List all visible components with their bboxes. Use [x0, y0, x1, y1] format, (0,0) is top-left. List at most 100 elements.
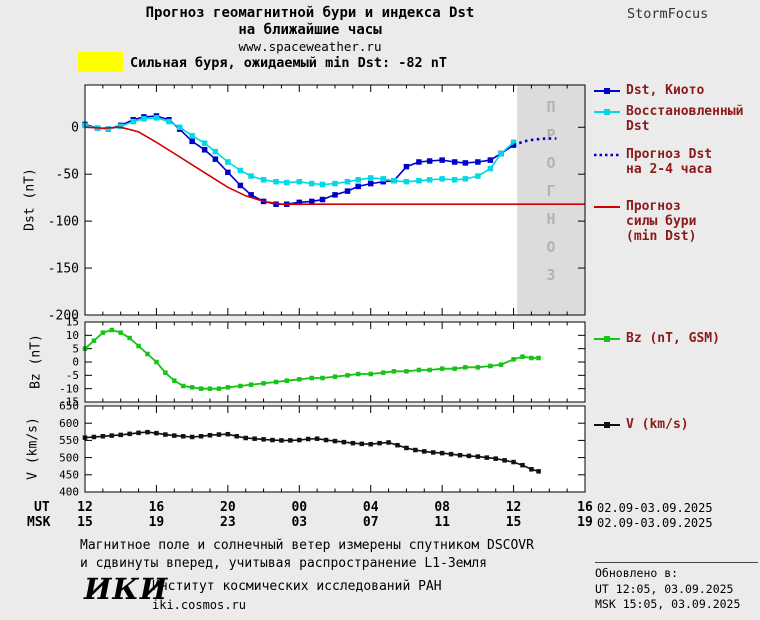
marker-v	[172, 433, 177, 438]
marker-dst-kyoto	[212, 156, 219, 162]
marker-v	[100, 434, 106, 439]
storm-level-swatch	[78, 52, 123, 72]
marker-dst-restored	[487, 165, 494, 172]
legend-label: Dst	[626, 119, 650, 134]
marker-v	[225, 431, 231, 437]
marker-v	[439, 450, 445, 456]
marker-dst-restored	[416, 178, 422, 184]
marker-bz	[520, 354, 525, 359]
marker-bz	[127, 335, 132, 341]
y-tick-label: 500	[59, 451, 79, 464]
x-tick-label: 08	[434, 500, 450, 515]
v-panel-frame	[84, 405, 586, 493]
marker-v	[180, 434, 186, 439]
marker-bz	[427, 367, 432, 373]
marker-v	[288, 438, 293, 443]
marker-bz	[529, 355, 534, 361]
marker-bz	[380, 370, 386, 375]
brand-stormfocus: StormFocus	[627, 6, 709, 22]
x-tick-label: 16	[577, 500, 593, 515]
forecast-dotted-line-icon	[594, 153, 620, 156]
iki-logo: ИКИ	[84, 572, 169, 606]
forecast-band-letter: П	[547, 98, 556, 116]
msk-row-label: MSK	[27, 515, 51, 530]
marker-bz	[273, 379, 279, 385]
marker-bz	[172, 378, 177, 383]
marker-bz	[452, 366, 457, 371]
marker-bz	[189, 385, 195, 390]
marker-dst-restored	[225, 159, 231, 165]
marker-bz	[91, 338, 97, 343]
legend-forecast-dst: Прогноз Dst на 2-4 часа	[594, 147, 712, 177]
msk-tick-row: 15 19 23 03 07 11 15 19	[77, 515, 593, 530]
marker-dst-restored	[130, 118, 136, 125]
marker-bz	[416, 367, 422, 373]
marker-dst-kyoto	[237, 182, 244, 189]
marker-dst-restored	[510, 139, 517, 146]
dst-panel-frame	[84, 84, 586, 316]
series-dst-forecast	[513, 137, 557, 147]
legend-label: Bz (nT, GSM)	[626, 331, 720, 346]
marker-v	[234, 434, 240, 439]
marker-v	[395, 442, 400, 448]
y-tick-label: 10	[66, 329, 79, 342]
marker-v	[198, 434, 204, 439]
marker-bz	[488, 363, 493, 369]
ut-tick-row: 12 16 20 00 04 08 12 16	[77, 500, 593, 515]
marker-v	[252, 436, 257, 441]
marker-bz	[511, 357, 516, 362]
ut-row-label: UT	[34, 500, 50, 515]
y-tick-label: -5	[66, 369, 79, 382]
marker-v	[413, 447, 418, 453]
marker-dst-kyoto	[225, 169, 231, 176]
legend-v: V (km/s)	[594, 417, 689, 432]
marker-v	[314, 436, 320, 441]
x-tick-label: 03	[291, 515, 308, 530]
bz-panel-bg	[85, 322, 585, 402]
marker-v	[261, 437, 266, 442]
marker-v	[189, 434, 195, 440]
x-tick-label: 12	[77, 500, 93, 515]
marker-v	[91, 434, 97, 440]
msk-date-range: 02.09-03.09.2025	[597, 516, 713, 530]
legend-label: Прогноз Dst	[626, 147, 713, 162]
x-tick-label: 20	[220, 500, 236, 515]
x-tick-label: 16	[148, 500, 165, 515]
marker-bz	[180, 383, 186, 389]
page-subtitle: на ближайшие часы	[238, 22, 382, 38]
marker-bz	[332, 374, 338, 379]
marker-dst-restored	[237, 167, 244, 174]
page-title: Прогноз геомагнитной бури и индекса Dst	[145, 5, 475, 21]
marker-v	[511, 459, 516, 465]
marker-dst-kyoto	[475, 159, 481, 165]
marker-v	[475, 454, 481, 459]
marker-v	[136, 430, 141, 436]
updated-label: Обновлено в:	[595, 566, 679, 580]
y-tick-label: 15	[66, 316, 79, 329]
marker-v	[377, 440, 382, 446]
x-tick-label: 15	[505, 515, 522, 530]
x-tick-label: 19	[577, 515, 593, 530]
legend-bz: Bz (nT, GSM)	[594, 331, 720, 346]
marker-bz	[463, 365, 468, 370]
marker-v	[529, 467, 534, 472]
marker-dst-restored	[284, 179, 290, 186]
series-v	[84, 431, 539, 473]
marker-v	[457, 452, 463, 458]
marker-bz	[355, 371, 361, 377]
institute-site: iki.cosmos.ru	[152, 598, 246, 612]
marker-dst-restored	[176, 124, 183, 130]
dst-axis-label: Dst (nT)	[22, 168, 38, 231]
marker-dst-restored	[451, 177, 458, 183]
kyoto-line-marker-icon	[594, 87, 620, 94]
footnote-line2: и сдвинуты вперед, учитывая распростране…	[80, 556, 487, 571]
y-tick-label: 550	[59, 434, 79, 447]
marker-bz	[320, 375, 325, 381]
marker-dst-restored	[391, 178, 397, 184]
marker-dst-kyoto	[319, 196, 326, 203]
marker-v	[323, 437, 329, 443]
marker-dst-kyoto	[487, 157, 494, 163]
storm-warning-text: Сильная буря, ожидаемый min Dst: -82 nT	[130, 55, 447, 71]
marker-dst-restored	[403, 178, 410, 185]
